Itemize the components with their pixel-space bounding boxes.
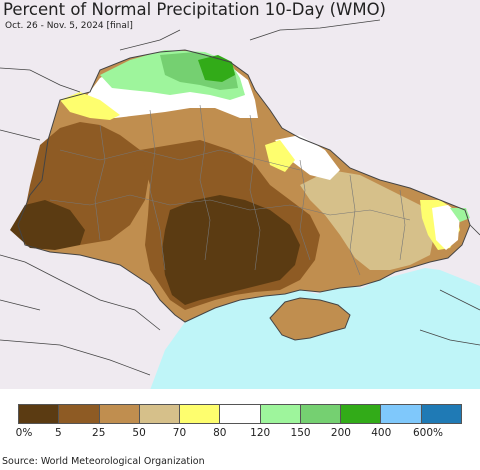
- legend-swatch-3: [139, 404, 181, 424]
- legend-labels: 0% 5 25 50 70 80 120 150 200 400 600%: [0, 427, 480, 441]
- color-legend: [18, 404, 462, 424]
- zone-0-5-southwest: [10, 200, 85, 250]
- legend-swatch-7: [300, 404, 342, 424]
- map-title: Percent of Normal Precipitation 10-Day (…: [3, 0, 386, 19]
- legend-label-10: 600%: [412, 427, 444, 439]
- ukraine-border: [17, 49, 471, 323]
- oblast-boundaries: [49, 104, 411, 276]
- legend-swatch-8: [341, 404, 382, 424]
- legend-label-7: 150: [290, 427, 311, 439]
- source-credit: Source: World Meteorological Organizatio…: [2, 456, 205, 467]
- legend-swatch-1: [59, 404, 100, 424]
- legend-label-8: 200: [330, 427, 351, 439]
- legend-label-4: 70: [172, 427, 187, 439]
- legend-swatch-0: [18, 404, 60, 424]
- zone-80-120-northeast: [275, 135, 340, 180]
- legend-label-1: 5: [55, 427, 62, 439]
- zone-200-400-north: [198, 55, 235, 82]
- neighbor-border-east: [419, 224, 480, 346]
- zone-50-70-east: [300, 170, 435, 270]
- neighbor-border-north: [0, 19, 381, 141]
- crimea-border: [269, 297, 351, 341]
- neighbor-border-west: [0, 254, 161, 376]
- legend-label-3: 50: [132, 427, 146, 439]
- legend-swatch-5: [220, 404, 261, 424]
- legend-swatch-10: [421, 404, 462, 424]
- zone-80-120-east: [432, 205, 460, 250]
- legend-label-2: 25: [92, 427, 106, 439]
- legend-swatch-6: [260, 404, 301, 424]
- legend-label-6: 120: [250, 427, 271, 439]
- legend-label-5: 80: [213, 427, 227, 439]
- zone-70-80-northeast: [265, 140, 295, 172]
- legend-panel: [0, 389, 480, 470]
- zone-0-5-south-central: [162, 195, 300, 305]
- map-subtitle: Oct. 26 - Nov. 5, 2024 [final]: [5, 21, 133, 31]
- zone-70-80-north: [60, 92, 120, 120]
- crimea: [270, 298, 350, 340]
- legend-swatch-9: [381, 404, 422, 424]
- legend-label-9: 400: [371, 427, 392, 439]
- legend-swatch-4: [180, 404, 221, 424]
- legend-label-0: 0%: [15, 427, 33, 439]
- legend-swatch-2: [99, 404, 140, 424]
